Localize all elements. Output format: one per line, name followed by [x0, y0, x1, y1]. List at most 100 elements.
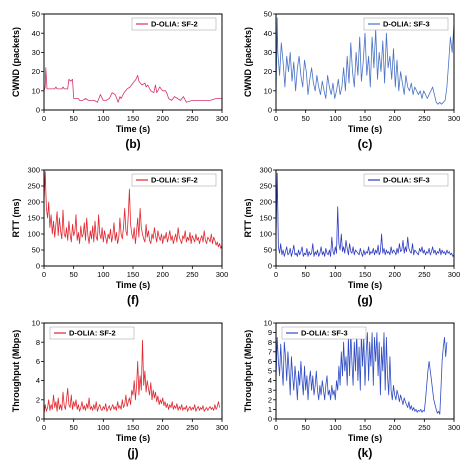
x-tick-label: 200	[156, 114, 169, 123]
y-tick-label: 8	[36, 338, 40, 347]
y-axis-title: CWND (packets)	[11, 27, 21, 97]
y-tick-label: 20	[32, 67, 40, 76]
legend-label: D-OLIA: SF-2	[151, 176, 198, 185]
y-tick-label: 30	[264, 48, 272, 57]
x-tick-label: 300	[448, 270, 461, 279]
y-axis-title: CWND (packets)	[243, 27, 253, 97]
y-tick-label: 2	[268, 395, 272, 404]
legend-label: D-OLIA: SF-3	[301, 329, 348, 338]
x-tick-label: 250	[186, 423, 199, 432]
x-tick-label: 250	[418, 114, 431, 123]
x-tick-label: 150	[359, 114, 372, 123]
series-line-0	[276, 172, 454, 257]
legend: D-OLIA: SF-3	[363, 17, 449, 31]
x-tick-label: 0	[42, 423, 46, 432]
y-tick-label: 150	[259, 214, 272, 223]
y-tick-label: 7	[268, 347, 272, 356]
legend: D-OLIA: SF-2	[49, 326, 135, 340]
chart-panel-3: 0 50 100 150 200 250 300 0 50 100 150 200 250 300 Time…	[243, 166, 460, 307]
y-tick-label: 4	[268, 376, 272, 385]
legend-box	[131, 173, 217, 187]
x-tick-label: 0	[274, 114, 278, 123]
legend: D-OLIA: SF-2	[131, 17, 217, 31]
series-line-0	[44, 339, 220, 415]
x-tick-label: 200	[156, 270, 169, 279]
y-tick-label: 300	[259, 166, 272, 175]
panel-label: (j)	[127, 446, 138, 460]
x-tick-label: 50	[301, 423, 309, 432]
y-tick-label: 6	[268, 357, 272, 366]
x-tick-label: 100	[97, 114, 110, 123]
x-tick-label: 300	[448, 114, 461, 123]
series-line-0	[276, 17, 454, 105]
x-axis-title: Time (s)	[348, 280, 382, 290]
x-tick-label: 300	[448, 423, 461, 432]
y-tick-label: 8	[268, 338, 272, 347]
y-tick-label: 200	[259, 198, 272, 207]
legend-box	[363, 173, 449, 187]
series-line-0	[276, 332, 448, 415]
x-tick-label: 150	[359, 270, 372, 279]
x-tick-label: 150	[359, 423, 372, 432]
y-tick-label: 250	[27, 182, 40, 191]
y-tick-label: 100	[27, 230, 40, 239]
x-tick-label: 200	[388, 270, 401, 279]
x-axis-title: Time (s)	[116, 124, 150, 134]
y-tick-label: 0	[268, 262, 272, 271]
y-tick-label: 50	[32, 10, 40, 19]
y-tick-label: 10	[264, 86, 272, 95]
legend-box	[363, 17, 449, 31]
x-tick-label: 0	[42, 114, 46, 123]
y-tick-label: 20	[264, 67, 272, 76]
chart-panel-0: 0 50 100 150 200 250 300 0 10 20 30 40 50 Time (s) CWN…	[11, 10, 228, 151]
legend-box	[49, 326, 135, 340]
y-axis-title: RTT (ms)	[243, 199, 253, 238]
x-axis-title: Time (s)	[348, 124, 382, 134]
legend: D-OLIA: SF-2	[131, 173, 217, 187]
y-axis-title: RTT (ms)	[11, 199, 21, 238]
legend-box	[281, 326, 367, 340]
x-tick-label: 250	[418, 423, 431, 432]
x-tick-label: 300	[216, 423, 229, 432]
y-tick-label: 40	[264, 29, 272, 38]
chart-panel-1: 0 50 100 150 200 250 300 0 10 20 30 40 50 Time (s) CWN…	[243, 10, 460, 151]
legend-label: D-OLIA: SF-2	[151, 20, 198, 29]
x-tick-label: 0	[274, 423, 278, 432]
y-tick-label: 200	[27, 198, 40, 207]
x-tick-label: 150	[127, 423, 140, 432]
x-tick-label: 50	[301, 114, 309, 123]
series-line-0	[44, 171, 222, 249]
x-tick-label: 50	[69, 423, 77, 432]
x-tick-label: 250	[186, 114, 199, 123]
y-tick-label: 0	[36, 262, 40, 271]
panel-label: (f)	[127, 293, 139, 307]
legend-label: D-OLIA: SF-3	[383, 20, 430, 29]
legend-box	[131, 17, 217, 31]
x-tick-label: 300	[216, 114, 229, 123]
y-tick-label: 6	[36, 357, 40, 366]
y-tick-label: 1	[268, 405, 272, 414]
x-tick-label: 100	[329, 423, 342, 432]
y-tick-label: 50	[32, 246, 40, 255]
legend: D-OLIA: SF-3	[281, 326, 367, 340]
series-line-0	[44, 67, 222, 103]
x-tick-label: 100	[329, 270, 342, 279]
y-tick-label: 0	[268, 415, 272, 424]
y-tick-label: 40	[32, 29, 40, 38]
y-tick-label: 9	[268, 328, 272, 337]
y-tick-label: 50	[264, 10, 272, 19]
legend: D-OLIA: SF-3	[363, 173, 449, 187]
x-tick-label: 200	[388, 423, 401, 432]
y-tick-label: 100	[259, 230, 272, 239]
chart-panel-2: 0 50 100 150 200 250 300 0 50 100 150 200 250 300 Time…	[11, 166, 228, 307]
panel-label: (c)	[358, 137, 373, 151]
x-tick-label: 0	[274, 270, 278, 279]
y-tick-label: 50	[264, 246, 272, 255]
x-tick-label: 200	[156, 423, 169, 432]
x-axis-title: Time (s)	[116, 433, 150, 443]
y-tick-label: 3	[268, 386, 272, 395]
y-tick-label: 250	[259, 182, 272, 191]
y-tick-label: 0	[268, 106, 272, 115]
x-tick-label: 300	[216, 270, 229, 279]
